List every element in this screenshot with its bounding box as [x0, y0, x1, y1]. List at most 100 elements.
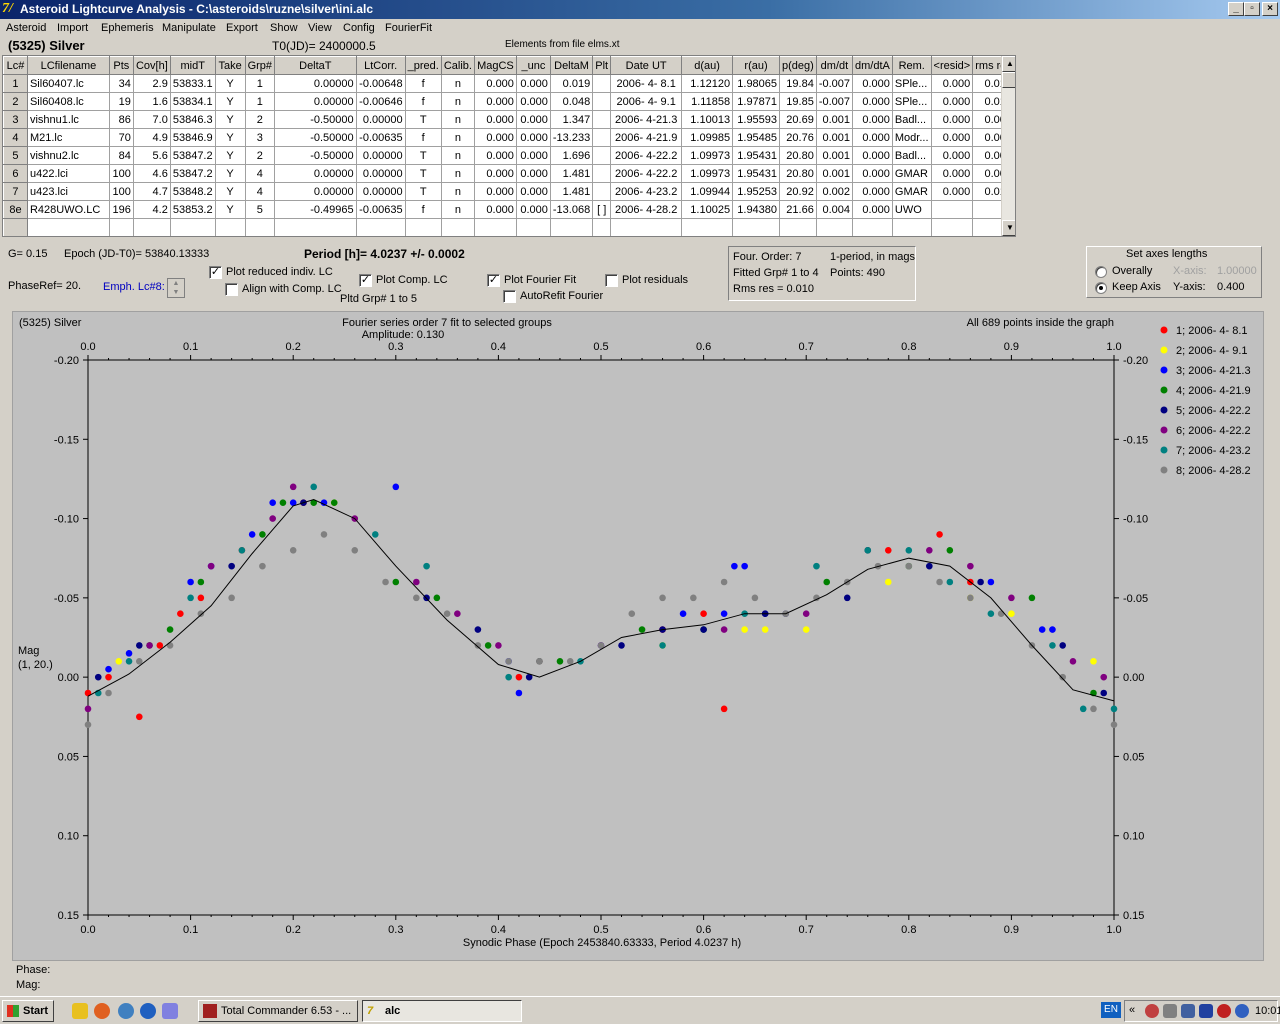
grid-cell[interactable]: Y — [214, 146, 246, 165]
grid-cell[interactable]: 4 — [244, 164, 276, 183]
grid-cell[interactable]: Sil60408.lc — [26, 92, 110, 111]
grid-cell[interactable] — [592, 92, 612, 111]
grid-cell[interactable]: 1.481 — [549, 182, 594, 201]
grid-cell[interactable]: 0.004 — [815, 200, 854, 219]
grid-cell[interactable]: 5 — [244, 200, 276, 219]
grid-header-cell[interactable]: LtCorr. — [355, 56, 406, 75]
grid-cell[interactable]: 0.000 — [852, 74, 893, 93]
grid-cell[interactable]: 70 — [108, 128, 134, 147]
grid-cell[interactable]: -0.00635 — [355, 128, 406, 147]
grid-cell[interactable]: 0.000 — [852, 92, 893, 111]
menu-view[interactable]: View — [308, 22, 332, 34]
grid-header-cell[interactable]: dm/dtA — [852, 56, 893, 75]
grid-cell[interactable]: 100 — [108, 164, 134, 183]
grid-cell[interactable]: 1.95485 — [732, 128, 781, 147]
yaxis-value[interactable]: 0.400 — [1217, 281, 1245, 293]
plot-residuals-checkbox[interactable] — [605, 274, 618, 287]
grid-cell[interactable]: 2006- 4-28.2 — [610, 200, 683, 219]
grid-header-cell[interactable]: Date UT — [610, 56, 683, 75]
grid-cell[interactable]: T — [404, 164, 442, 183]
grid-cell[interactable]: 2006- 4-22.2 — [610, 146, 683, 165]
grid-cell[interactable]: n — [440, 200, 475, 219]
close-button[interactable]: × — [1262, 2, 1278, 16]
grid-cell[interactable] — [214, 218, 246, 236]
grid-cell[interactable]: 2006- 4-23.2 — [610, 182, 683, 201]
grid-cell[interactable]: 2006- 4- 8.1 — [610, 74, 683, 93]
menu-config[interactable]: Config — [343, 22, 375, 34]
grid-cell[interactable]: 0.000 — [515, 164, 551, 183]
grid-cell[interactable]: 0.000 — [930, 110, 974, 129]
grid-cell[interactable]: Y — [214, 200, 246, 219]
grid-cell[interactable]: 196 — [108, 200, 134, 219]
grid-cell[interactable] — [891, 218, 932, 236]
grid-cell[interactable]: 19.85 — [779, 92, 817, 111]
tray-icon-4[interactable] — [1199, 1004, 1213, 1018]
grid-cell[interactable]: 1 — [244, 92, 276, 111]
grid-cell[interactable]: 1.347 — [549, 110, 594, 129]
grid-cell[interactable]: T — [404, 146, 442, 165]
table-row[interactable]: 3 vishnu1.lc 86 7.0 53846.3 Y 2 -0.50000 0.00000… — [3, 110, 1015, 129]
plot-fourier-checkbox[interactable]: ✓ — [487, 274, 500, 287]
tray-icon-6[interactable] — [1235, 1004, 1249, 1018]
grid-cell[interactable]: 0.000 — [473, 182, 517, 201]
grid-cell[interactable]: 2006- 4-21.3 — [610, 110, 683, 129]
grid-cell[interactable]: 1.696 — [549, 146, 594, 165]
row-header-cell[interactable]: 3 — [3, 110, 28, 129]
grid-cell[interactable]: -0.50000 — [274, 110, 357, 129]
grid-cell[interactable]: 20.76 — [779, 128, 817, 147]
overally-radio[interactable] — [1095, 266, 1107, 278]
grid-cell[interactable]: vishnu2.lc — [26, 146, 110, 165]
grid-cell[interactable]: 53848.2 — [169, 182, 216, 201]
grid-cell[interactable]: 4.2 — [132, 200, 171, 219]
grid-cell[interactable]: 84 — [108, 146, 134, 165]
grid-cell[interactable]: n — [440, 110, 475, 129]
grid-header-cell[interactable]: Grp# — [244, 56, 276, 75]
grid-header-cell[interactable]: r(au) — [732, 56, 781, 75]
grid-cell[interactable]: 0.001 — [815, 164, 854, 183]
grid-cell[interactable]: 0.001 — [815, 128, 854, 147]
grid-cell[interactable]: 0.00000 — [274, 74, 357, 93]
grid-header-cell[interactable]: d(au) — [681, 56, 734, 75]
grid-header-cell[interactable]: Lc# — [3, 56, 28, 75]
grid-header-cell[interactable]: _pred. — [404, 56, 442, 75]
menu-show[interactable]: Show — [270, 22, 298, 34]
grid-cell[interactable]: 1.09944 — [681, 182, 734, 201]
grid-cell[interactable]: 0.000 — [930, 92, 974, 111]
grid-cell[interactable]: 0.000 — [930, 164, 974, 183]
tray-icon-1[interactable] — [1145, 1004, 1159, 1018]
scroll-down-button[interactable]: ▼ — [1002, 220, 1015, 236]
grid-cell[interactable]: 1.09985 — [681, 128, 734, 147]
grid-cell[interactable]: n — [440, 182, 475, 201]
grid-cell[interactable]: 7.0 — [132, 110, 171, 129]
grid-cell[interactable] — [815, 218, 854, 236]
row-header-cell[interactable]: 2 — [3, 92, 28, 111]
grid-cell[interactable] — [440, 218, 475, 236]
ie-icon[interactable] — [140, 1003, 156, 1019]
grid-cell[interactable]: 21.66 — [779, 200, 817, 219]
grid-cell[interactable]: 0.000 — [473, 200, 517, 219]
grid-cell[interactable] — [852, 218, 893, 236]
grid-cell[interactable]: 20.80 — [779, 164, 817, 183]
menu-fourierfit[interactable]: FourierFit — [385, 22, 433, 34]
grid-header-cell[interactable]: Plt — [592, 56, 612, 75]
lightcurve-plot[interactable]: (5325) Silver Fourier series order 7 fit… — [12, 311, 1264, 961]
autorefit-checkbox[interactable] — [503, 290, 516, 303]
grid-cell[interactable]: GMAR — [891, 182, 932, 201]
grid-cell[interactable]: 53846.9 — [169, 128, 216, 147]
table-row[interactable]: 4 M21.lc 70 4.9 53846.9 Y 3 -0.50000 -0.00635 f n 0… — [3, 128, 1015, 147]
grid-cell[interactable]: 0.00000 — [274, 92, 357, 111]
row-header-cell[interactable]: 8e — [3, 200, 28, 219]
grid-cell[interactable]: 2 — [244, 110, 276, 129]
grid-cell[interactable]: 0.000 — [473, 74, 517, 93]
grid-cell[interactable]: 20.69 — [779, 110, 817, 129]
grid-cell[interactable]: 0.001 — [815, 110, 854, 129]
grid-cell[interactable]: 2.9 — [132, 74, 171, 93]
grid-cell[interactable]: Badl... — [891, 110, 932, 129]
tray-icon-3[interactable] — [1181, 1004, 1195, 1018]
grid-cell[interactable]: 1.11858 — [681, 92, 734, 111]
table-row-empty[interactable] — [3, 218, 1015, 236]
grid-cell[interactable] — [549, 218, 594, 236]
grid-cell[interactable]: 0.000 — [515, 146, 551, 165]
grid-cell[interactable]: 1.95431 — [732, 146, 781, 165]
grid-cell[interactable]: 100 — [108, 182, 134, 201]
